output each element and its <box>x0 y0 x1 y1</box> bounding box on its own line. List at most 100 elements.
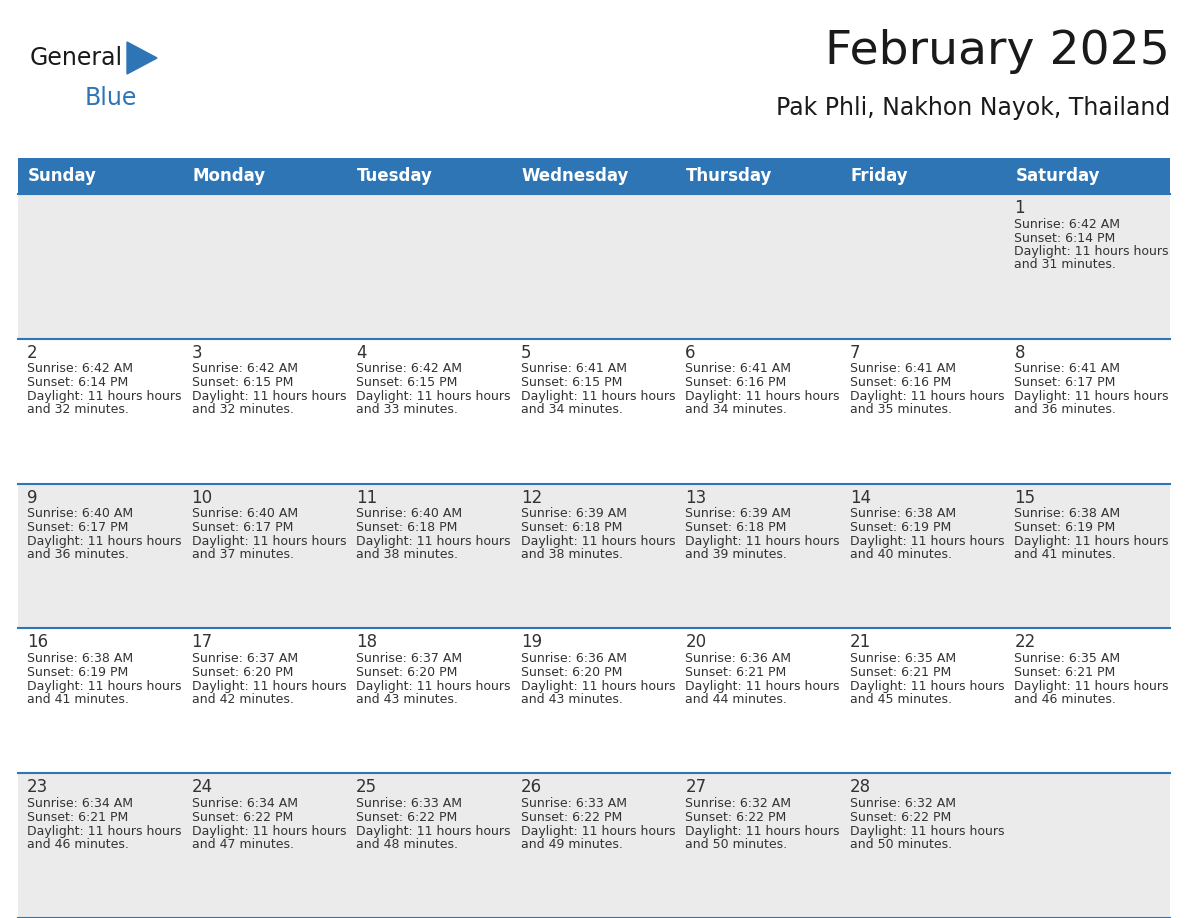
Text: Daylight: 11 hours hours: Daylight: 11 hours hours <box>849 535 1004 548</box>
Text: and 40 minutes.: and 40 minutes. <box>849 548 952 561</box>
Text: and 46 minutes.: and 46 minutes. <box>1015 693 1117 706</box>
Bar <box>18 339 1170 484</box>
Text: Daylight: 11 hours hours: Daylight: 11 hours hours <box>1015 535 1169 548</box>
Text: Sunset: 6:17 PM: Sunset: 6:17 PM <box>27 521 128 534</box>
Text: Sunset: 6:21 PM: Sunset: 6:21 PM <box>27 811 128 823</box>
Text: February 2025: February 2025 <box>826 29 1170 74</box>
Text: Sunset: 6:22 PM: Sunset: 6:22 PM <box>191 811 292 823</box>
Text: Daylight: 11 hours hours: Daylight: 11 hours hours <box>685 390 840 403</box>
Bar <box>18 484 1170 629</box>
Text: Daylight: 11 hours hours: Daylight: 11 hours hours <box>849 680 1004 693</box>
Text: Sunrise: 6:34 AM: Sunrise: 6:34 AM <box>191 797 297 810</box>
Text: and 38 minutes.: and 38 minutes. <box>520 548 623 561</box>
Text: Sunrise: 6:36 AM: Sunrise: 6:36 AM <box>520 652 627 665</box>
Text: Sunset: 6:21 PM: Sunset: 6:21 PM <box>1015 666 1116 679</box>
Text: 16: 16 <box>27 633 49 652</box>
Text: 5: 5 <box>520 344 531 362</box>
Text: Sunset: 6:19 PM: Sunset: 6:19 PM <box>1015 521 1116 534</box>
Text: and 33 minutes.: and 33 minutes. <box>356 403 459 416</box>
Text: 23: 23 <box>27 778 49 796</box>
Text: and 36 minutes.: and 36 minutes. <box>1015 403 1117 416</box>
Text: Sunrise: 6:42 AM: Sunrise: 6:42 AM <box>191 363 297 375</box>
Text: Sunset: 6:18 PM: Sunset: 6:18 PM <box>685 521 786 534</box>
Text: Sunrise: 6:37 AM: Sunrise: 6:37 AM <box>191 652 298 665</box>
Text: Sunrise: 6:36 AM: Sunrise: 6:36 AM <box>685 652 791 665</box>
Text: Sunset: 6:15 PM: Sunset: 6:15 PM <box>356 376 457 389</box>
Text: Sunset: 6:18 PM: Sunset: 6:18 PM <box>520 521 623 534</box>
Text: 4: 4 <box>356 344 367 362</box>
Text: 6: 6 <box>685 344 696 362</box>
Text: Sunset: 6:14 PM: Sunset: 6:14 PM <box>27 376 128 389</box>
Text: Sunrise: 6:42 AM: Sunrise: 6:42 AM <box>1015 218 1120 230</box>
Text: and 48 minutes.: and 48 minutes. <box>356 838 459 851</box>
Text: and 31 minutes.: and 31 minutes. <box>1015 259 1117 272</box>
Text: Daylight: 11 hours hours: Daylight: 11 hours hours <box>191 824 346 838</box>
Text: Sunrise: 6:38 AM: Sunrise: 6:38 AM <box>27 652 133 665</box>
Text: 18: 18 <box>356 633 378 652</box>
Text: 24: 24 <box>191 778 213 796</box>
Text: Wednesday: Wednesday <box>522 167 630 185</box>
Text: Daylight: 11 hours hours: Daylight: 11 hours hours <box>1015 390 1169 403</box>
Text: 13: 13 <box>685 488 707 507</box>
Text: Sunrise: 6:37 AM: Sunrise: 6:37 AM <box>356 652 462 665</box>
Text: Daylight: 11 hours hours: Daylight: 11 hours hours <box>520 535 675 548</box>
Text: Sunset: 6:21 PM: Sunset: 6:21 PM <box>685 666 786 679</box>
Text: and 32 minutes.: and 32 minutes. <box>27 403 128 416</box>
Text: Sunrise: 6:32 AM: Sunrise: 6:32 AM <box>685 797 791 810</box>
Text: and 46 minutes.: and 46 minutes. <box>27 838 128 851</box>
Text: and 44 minutes.: and 44 minutes. <box>685 693 788 706</box>
Text: Sunrise: 6:35 AM: Sunrise: 6:35 AM <box>849 652 956 665</box>
Text: Sunrise: 6:39 AM: Sunrise: 6:39 AM <box>520 507 627 521</box>
Text: and 42 minutes.: and 42 minutes. <box>191 693 293 706</box>
Text: Tuesday: Tuesday <box>358 167 432 185</box>
Text: Friday: Friday <box>851 167 909 185</box>
Text: Daylight: 11 hours hours: Daylight: 11 hours hours <box>520 824 675 838</box>
Text: Sunset: 6:20 PM: Sunset: 6:20 PM <box>520 666 623 679</box>
Bar <box>1005 158 1170 194</box>
Text: 7: 7 <box>849 344 860 362</box>
Text: Sunrise: 6:38 AM: Sunrise: 6:38 AM <box>1015 507 1120 521</box>
Text: 22: 22 <box>1015 633 1036 652</box>
Text: Sunset: 6:15 PM: Sunset: 6:15 PM <box>520 376 623 389</box>
Text: Daylight: 11 hours hours: Daylight: 11 hours hours <box>27 824 182 838</box>
Text: and 43 minutes.: and 43 minutes. <box>520 693 623 706</box>
Text: and 43 minutes.: and 43 minutes. <box>356 693 459 706</box>
Text: 14: 14 <box>849 488 871 507</box>
Text: 9: 9 <box>27 488 38 507</box>
Bar <box>18 158 183 194</box>
Text: 3: 3 <box>191 344 202 362</box>
Text: 11: 11 <box>356 488 378 507</box>
Text: and 49 minutes.: and 49 minutes. <box>520 838 623 851</box>
Text: 25: 25 <box>356 778 378 796</box>
Text: Daylight: 11 hours hours: Daylight: 11 hours hours <box>1015 680 1169 693</box>
Text: and 41 minutes.: and 41 minutes. <box>1015 548 1117 561</box>
Text: Daylight: 11 hours hours: Daylight: 11 hours hours <box>191 535 346 548</box>
Text: Daylight: 11 hours hours: Daylight: 11 hours hours <box>27 390 182 403</box>
Text: 21: 21 <box>849 633 871 652</box>
Text: Daylight: 11 hours hours: Daylight: 11 hours hours <box>356 680 511 693</box>
Text: Blue: Blue <box>86 86 138 110</box>
Text: Sunset: 6:16 PM: Sunset: 6:16 PM <box>685 376 786 389</box>
Text: 27: 27 <box>685 778 707 796</box>
Text: Monday: Monday <box>192 167 266 185</box>
Text: Sunrise: 6:41 AM: Sunrise: 6:41 AM <box>849 363 956 375</box>
Text: and 41 minutes.: and 41 minutes. <box>27 693 128 706</box>
Text: Sunrise: 6:42 AM: Sunrise: 6:42 AM <box>27 363 133 375</box>
Text: 2: 2 <box>27 344 38 362</box>
Bar <box>512 158 676 194</box>
Text: Sunset: 6:16 PM: Sunset: 6:16 PM <box>849 376 952 389</box>
Text: and 34 minutes.: and 34 minutes. <box>685 403 788 416</box>
Text: Sunrise: 6:38 AM: Sunrise: 6:38 AM <box>849 507 956 521</box>
Text: General: General <box>30 46 124 70</box>
Text: Sunrise: 6:40 AM: Sunrise: 6:40 AM <box>191 507 298 521</box>
Text: 1: 1 <box>1015 199 1025 217</box>
Text: Daylight: 11 hours hours: Daylight: 11 hours hours <box>520 390 675 403</box>
Text: and 36 minutes.: and 36 minutes. <box>27 548 128 561</box>
Bar <box>676 158 841 194</box>
Text: Sunrise: 6:35 AM: Sunrise: 6:35 AM <box>1015 652 1120 665</box>
Text: Daylight: 11 hours hours: Daylight: 11 hours hours <box>685 535 840 548</box>
Text: Daylight: 11 hours hours: Daylight: 11 hours hours <box>191 390 346 403</box>
Text: 19: 19 <box>520 633 542 652</box>
Polygon shape <box>127 42 157 74</box>
Text: Sunset: 6:22 PM: Sunset: 6:22 PM <box>520 811 623 823</box>
